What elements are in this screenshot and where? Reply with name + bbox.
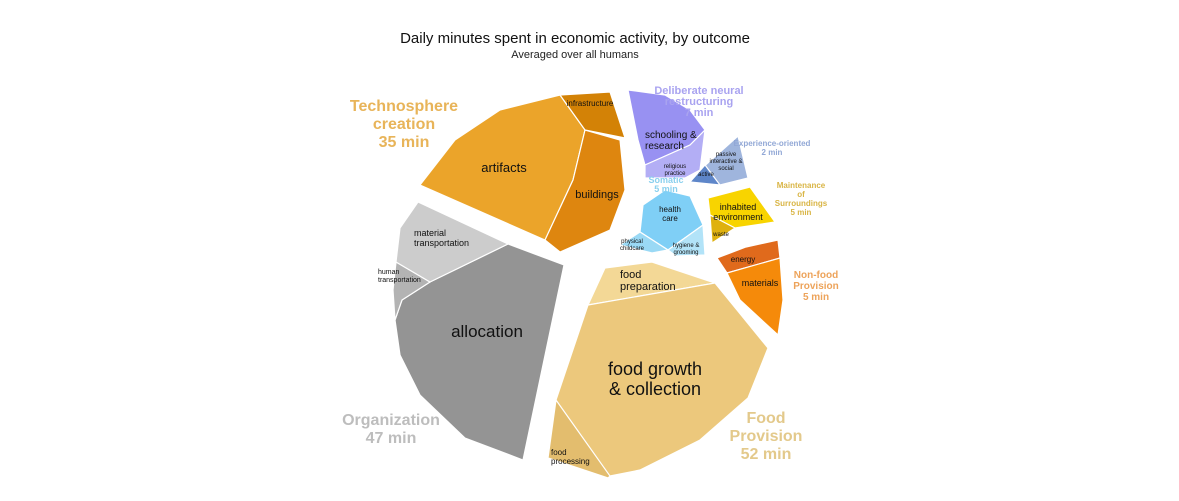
group-total-non-food-provision: 5 min	[803, 292, 829, 303]
slice-label-inhabited-environment: inhabited environment	[713, 202, 763, 222]
group-label-organization: Organization 47 min	[342, 412, 440, 447]
slice-buildings	[544, 129, 626, 253]
slice-label-allocation: allocation	[451, 322, 523, 341]
group-label-somatic: Somatic 5 min	[648, 175, 683, 194]
group-total-deliberate-neural-restructuring: 7 min	[685, 107, 714, 119]
slice-hygiene-and-grooming	[666, 223, 706, 257]
group-labels-layer: Food Provision 52 min Organization 47 min Tec…	[342, 85, 839, 463]
group-total-food-provision: 52 min	[741, 446, 792, 463]
slice-food-processing	[547, 398, 611, 479]
slice-active	[688, 164, 722, 186]
slice-materials	[726, 257, 784, 337]
slice-waste	[709, 213, 737, 245]
slice-label-active: active	[698, 172, 714, 178]
slice-labels-layer: food preparation food growth & collection fo…	[378, 99, 779, 466]
slice-energy	[716, 239, 781, 274]
group-label-experience-oriented: Experience-oriented 2 min	[734, 139, 811, 157]
slice-label-hygiene-and-grooming: hygiene & grooming	[673, 243, 700, 256]
slice-material-transportation	[395, 201, 510, 283]
slice-label-energy: energy	[731, 255, 755, 264]
group-total-technosphere-creation: 35 min	[379, 134, 430, 151]
slice-label-food-processing: food processing	[551, 448, 590, 466]
chart-subtitle: Averaged over all humans	[511, 49, 639, 61]
slice-label-food-growth-and-collection: food growth & collection	[608, 359, 702, 399]
chart-title: Daily minutes spent in economic activity…	[400, 30, 750, 47]
group-label-non-food-provision: Non-food Provision 5 min	[793, 270, 839, 303]
slice-label-materials: materials	[742, 278, 779, 288]
slice-label-passive-interactive-and-social: passive interactive & social	[709, 152, 742, 172]
slice-label-food-preparation: food preparation	[620, 269, 676, 293]
slice-label-health-care: health care	[659, 205, 681, 223]
slice-label-buildings: buildings	[575, 189, 619, 201]
group-label-technosphere-creation: Technosphere creation 35 min	[350, 98, 458, 151]
slice-label-schooling-and-research: schooling & research	[645, 130, 697, 152]
group-label-deliberate-neural-restructuring: Deliberate neural restructuring 7 min	[654, 85, 743, 119]
group-total-maintenance-of-surroundings: 5 min	[791, 208, 812, 217]
slice-label-physical-childcare: physical childcare	[620, 239, 645, 252]
slice-label-artifacts: artifacts	[481, 160, 527, 175]
group-label-maintenance-of-surroundings: Maintenance of Surroundings 5 min	[775, 181, 828, 217]
group-label-food-provision: Food Provision 52 min	[730, 410, 803, 463]
slice-label-religious-practice: religious practice	[664, 164, 686, 177]
slice-label-material-transportation: material transportation	[414, 228, 469, 248]
group-total-experience-oriented: 2 min	[762, 148, 783, 157]
slices-layer	[392, 89, 784, 479]
group-total-somatic: 5 min	[654, 184, 678, 194]
slice-label-infrastructure: infrastructure	[567, 99, 614, 108]
slice-physical-childcare	[618, 231, 670, 254]
slice-inhabited-environment	[707, 186, 777, 229]
group-total-organization: 47 min	[366, 430, 417, 447]
slice-label-waste: waste	[712, 232, 729, 238]
slice-infrastructure	[558, 91, 626, 139]
slice-label-human-transportation: human transportation	[378, 269, 421, 284]
